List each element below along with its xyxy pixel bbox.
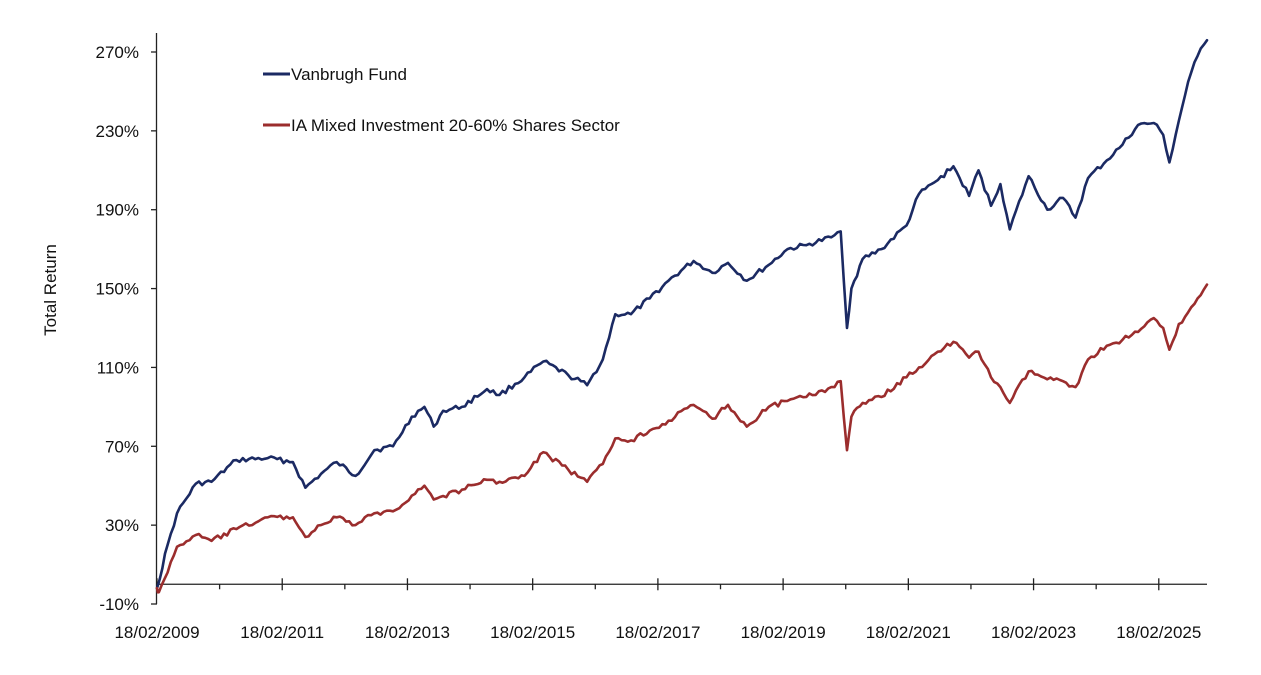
legend-item-ia-mixed-investment: IA Mixed Investment 20-60% Shares Sector (263, 116, 620, 135)
legend: Vanbrugh Fund IA Mixed Investment 20-60%… (263, 65, 620, 135)
y-tick-label: -10% (99, 595, 139, 614)
y-tick-label: 30% (105, 516, 139, 535)
y-tick-label: 230% (96, 122, 139, 141)
y-tick-label: 270% (96, 43, 139, 62)
y-tick-label: 190% (96, 201, 139, 220)
y-tick-label: 110% (97, 358, 139, 377)
series-line-vanbrugh-fund (155, 38, 1209, 590)
y-axis-title: Total Return (41, 244, 60, 336)
x-tick-label: 18/02/2017 (615, 623, 700, 642)
x-tick-label: 18/02/2023 (991, 623, 1076, 642)
legend-label-ia-mixed-investment: IA Mixed Investment 20-60% Shares Sector (291, 116, 620, 135)
x-tick-label: 18/02/2013 (365, 623, 450, 642)
x-axis: 18/02/2009 18/02/2011 18/02/2013 18/02/2015… (114, 578, 1207, 642)
y-tick-label: 70% (105, 437, 139, 456)
series-line-ia-mixed-investment (155, 283, 1209, 594)
series-layer (155, 38, 1209, 594)
x-tick-label: 18/02/2019 (741, 623, 826, 642)
y-axis: -10% 30% 70% 110% 150% 190% 230% 270% (96, 33, 158, 614)
x-tick-label: 18/02/2009 (114, 623, 199, 642)
legend-item-vanbrugh-fund: Vanbrugh Fund (263, 65, 407, 84)
x-tick-label: 18/02/2021 (866, 623, 951, 642)
x-tick-label: 18/02/2015 (490, 623, 575, 642)
x-tick-label: 18/02/2011 (240, 623, 324, 642)
y-tick-label: 150% (96, 280, 139, 299)
legend-label-vanbrugh-fund: Vanbrugh Fund (291, 65, 407, 84)
x-tick-label: 18/02/2025 (1116, 623, 1201, 642)
